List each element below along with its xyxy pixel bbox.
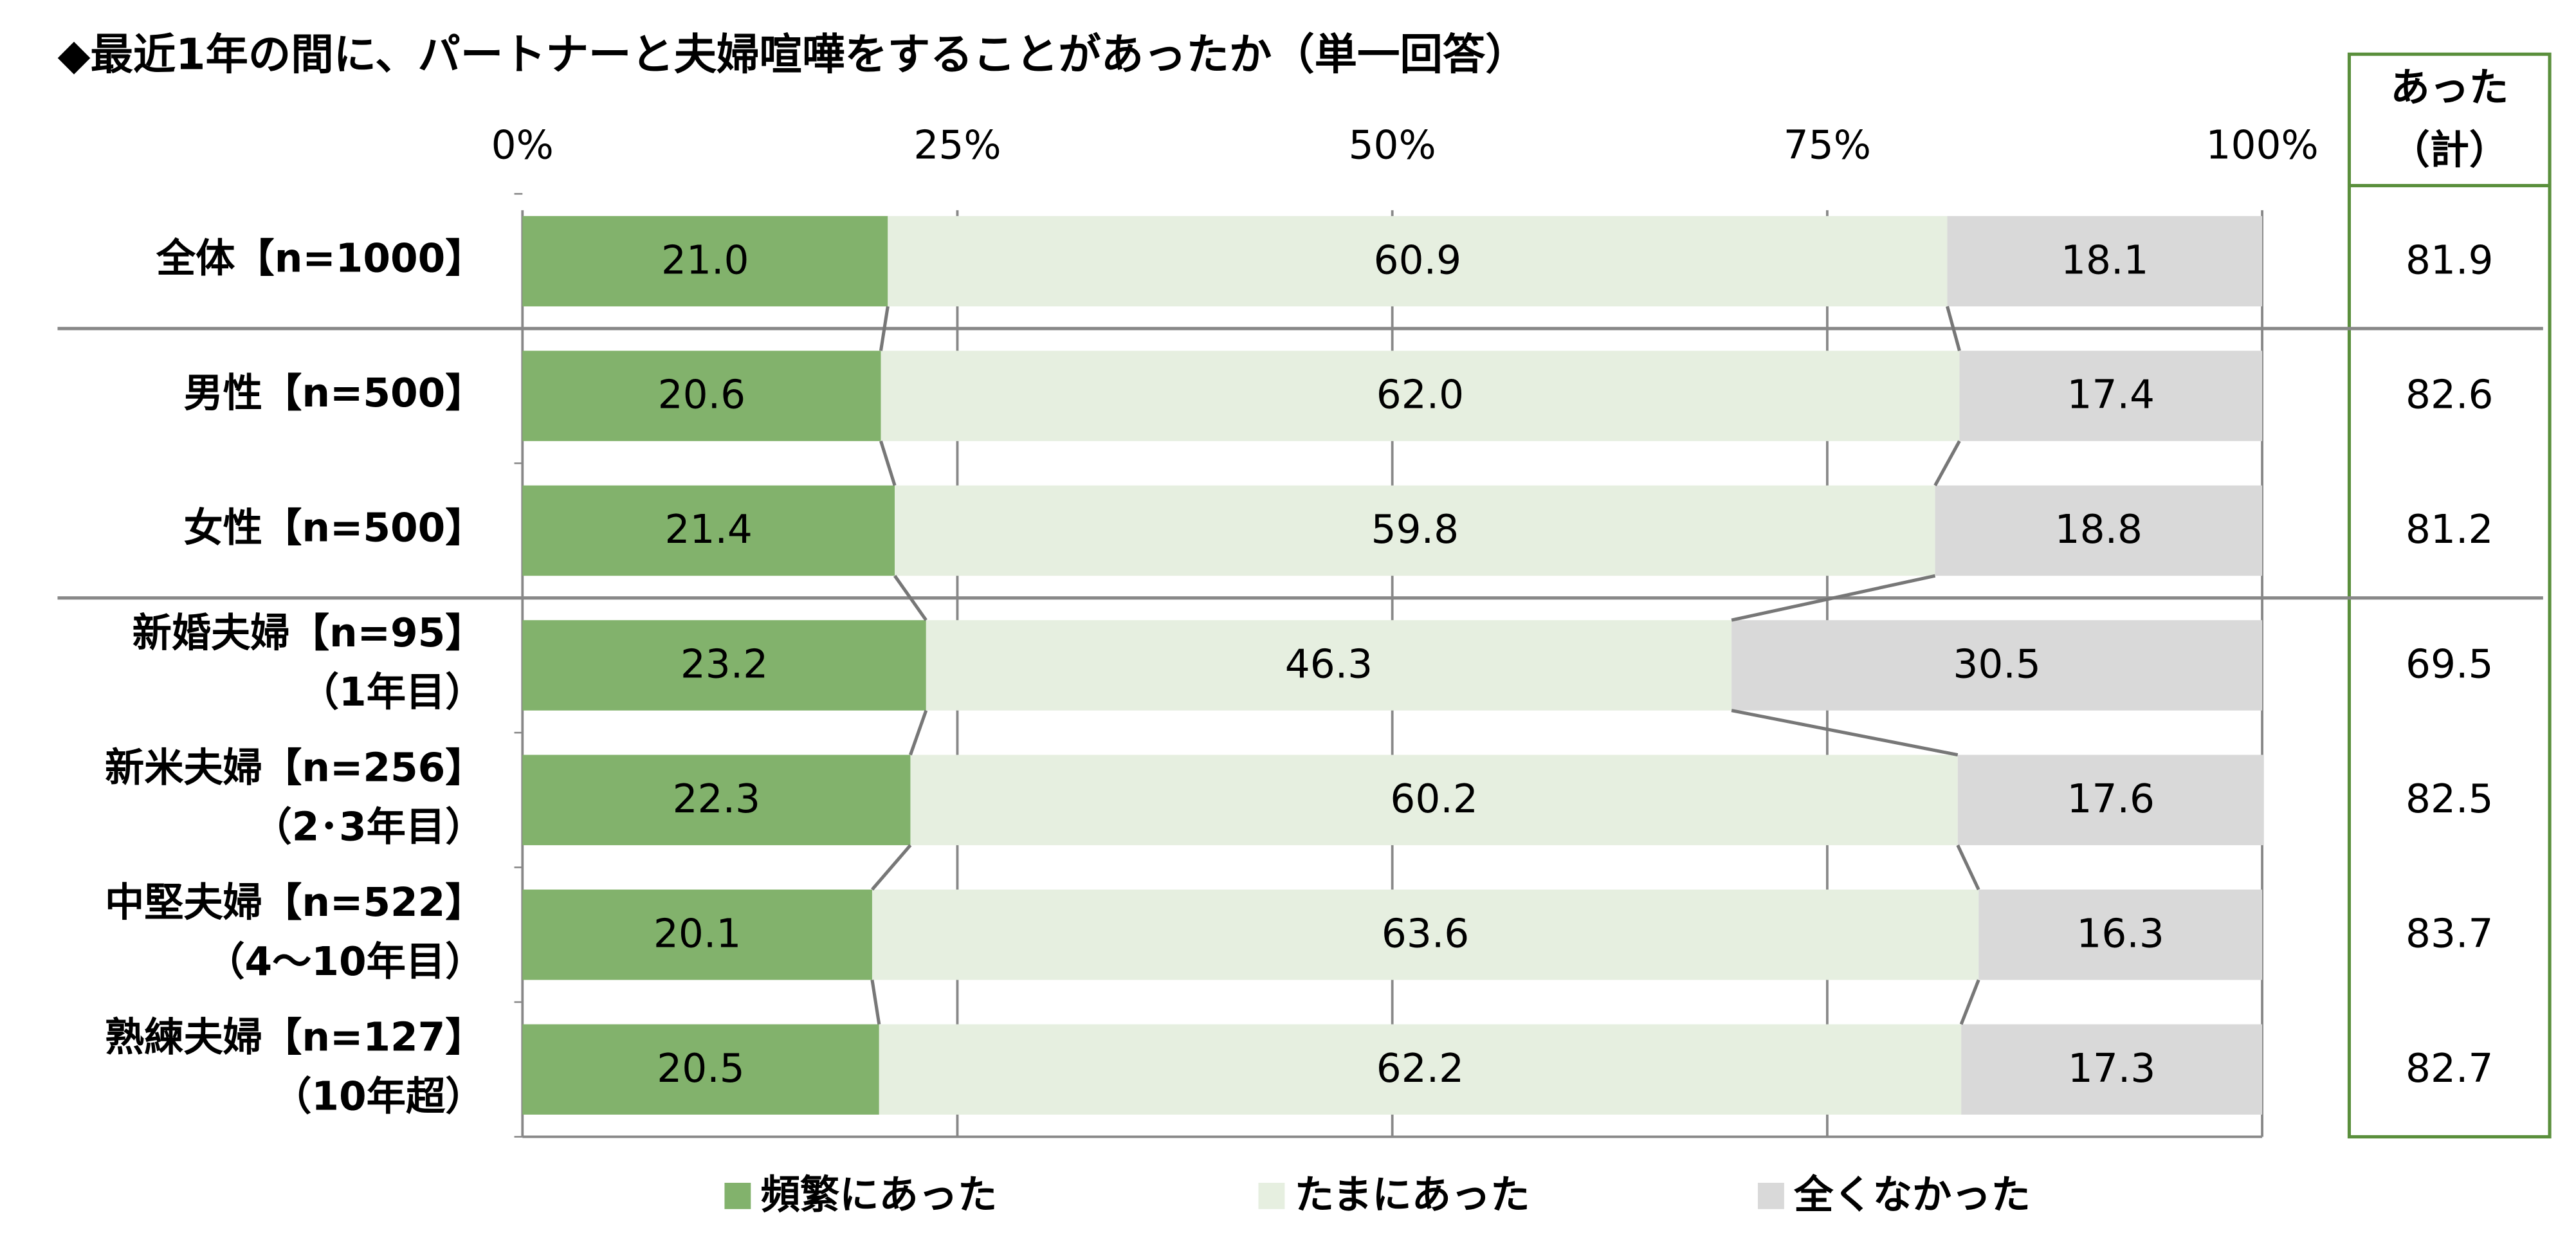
data-label: 21.4 — [664, 507, 752, 552]
connector-line — [1933, 440, 1961, 486]
connector-line — [1946, 306, 1961, 351]
data-label: 16.3 — [2076, 911, 2164, 956]
x-tick-label: 0% — [491, 122, 554, 168]
data-label: 23.2 — [681, 642, 768, 688]
connector-line — [879, 441, 897, 486]
y-tick-label: 新米夫婦【n=256】 — [105, 745, 485, 790]
data-label: 30.5 — [1953, 642, 2040, 688]
connector-line — [879, 306, 890, 351]
bar-segment — [1935, 485, 2263, 576]
x-tick-label: 100% — [2206, 122, 2318, 168]
bar-segment — [872, 890, 1979, 980]
y-tick-label: 女性【n=500】 — [184, 506, 485, 551]
data-label: 59.8 — [1371, 507, 1459, 552]
bar-segment — [881, 351, 1960, 441]
bar-segment — [1959, 351, 2263, 441]
data-label: 60.2 — [1390, 776, 1477, 822]
connector-line — [1731, 574, 1936, 622]
connector-line — [909, 709, 928, 756]
y-tick-label: （10年超） — [272, 1073, 484, 1119]
data-label: 20.5 — [657, 1046, 744, 1091]
y-tick-label: 全体【n=1000】 — [156, 236, 485, 282]
y-tick-label: （1年目） — [300, 670, 485, 715]
bar-segment — [522, 485, 895, 576]
y-tick-label: 男性【n=500】 — [184, 370, 485, 416]
y-tick-label: （2･3年目） — [252, 804, 484, 850]
data-label: 22.3 — [673, 776, 760, 822]
data-label: 21.0 — [661, 237, 749, 283]
x-tick-label: 25% — [913, 122, 1001, 168]
legend-swatch — [1757, 1182, 1784, 1209]
total-value: 69.5 — [2406, 642, 2493, 688]
connector-line — [870, 980, 881, 1025]
bar-segment — [522, 890, 872, 980]
total-box — [2347, 52, 2552, 1138]
legend-label: 頻繁にあった — [761, 1173, 998, 1218]
data-label: 18.1 — [2061, 237, 2148, 283]
total-value: 82.7 — [2406, 1046, 2493, 1091]
total-value: 83.7 — [2406, 911, 2493, 956]
bar-segment — [522, 215, 888, 307]
bar-segment — [522, 351, 881, 441]
data-label: 20.1 — [653, 911, 741, 956]
data-label: 20.6 — [658, 372, 745, 418]
bar-segment — [1957, 754, 2264, 846]
x-tick-label: 50% — [1349, 122, 1436, 168]
data-label: 62.2 — [1376, 1046, 1464, 1091]
total-value: 81.2 — [2406, 507, 2493, 552]
total-value: 82.6 — [2406, 372, 2493, 418]
bar-segment — [879, 1024, 1962, 1115]
total-value: 82.5 — [2406, 776, 2493, 822]
y-tick-label: 中堅夫婦【n=522】 — [105, 880, 485, 926]
connector-line — [871, 844, 912, 891]
bar-segment — [1978, 890, 2263, 980]
data-label: 17.4 — [2067, 372, 2155, 418]
connector-line — [1956, 845, 1980, 891]
x-tick-label: 75% — [1784, 122, 1871, 168]
bar-segment — [895, 485, 1935, 576]
y-tick-label: 新婚夫婦【n=95】 — [132, 610, 485, 656]
connector-line — [1959, 979, 1980, 1025]
y-tick-label: 熟練夫婦【n=127】 — [105, 1014, 485, 1060]
connector-line — [893, 574, 927, 621]
bar-segment — [522, 620, 926, 711]
y-tick-label: （4～10年目） — [205, 939, 484, 985]
bar-segment — [910, 754, 1958, 846]
data-label: 17.3 — [2068, 1046, 2155, 1091]
data-label: 46.3 — [1285, 642, 1373, 688]
data-label: 60.9 — [1374, 237, 1461, 283]
legend-swatch — [724, 1182, 751, 1209]
chart-title: ◆最近1年の間に、パートナーと夫婦喧嘩をすることがあったか（単一回答） — [57, 29, 1528, 79]
total-value: 81.9 — [2406, 237, 2493, 283]
bar-segment — [888, 215, 1948, 307]
bar-segment — [1731, 620, 2263, 711]
bar-segment — [926, 620, 1732, 711]
legend-swatch — [1258, 1182, 1285, 1209]
legend-label: たまにあった — [1295, 1173, 1530, 1218]
data-label: 63.6 — [1382, 911, 1469, 956]
data-label: 18.8 — [2055, 507, 2142, 552]
data-label: 62.0 — [1376, 372, 1464, 418]
bar-segment — [1961, 1024, 2263, 1115]
bar-segment — [522, 754, 911, 846]
connector-line — [1731, 709, 1959, 757]
data-label: 17.6 — [2067, 776, 2155, 822]
total-header: （計） — [2390, 127, 2508, 173]
total-header: あった — [2390, 65, 2508, 111]
legend-label: 全くなかった — [1793, 1173, 2031, 1218]
bar-segment — [522, 1024, 879, 1115]
bar-segment — [1947, 215, 2263, 307]
